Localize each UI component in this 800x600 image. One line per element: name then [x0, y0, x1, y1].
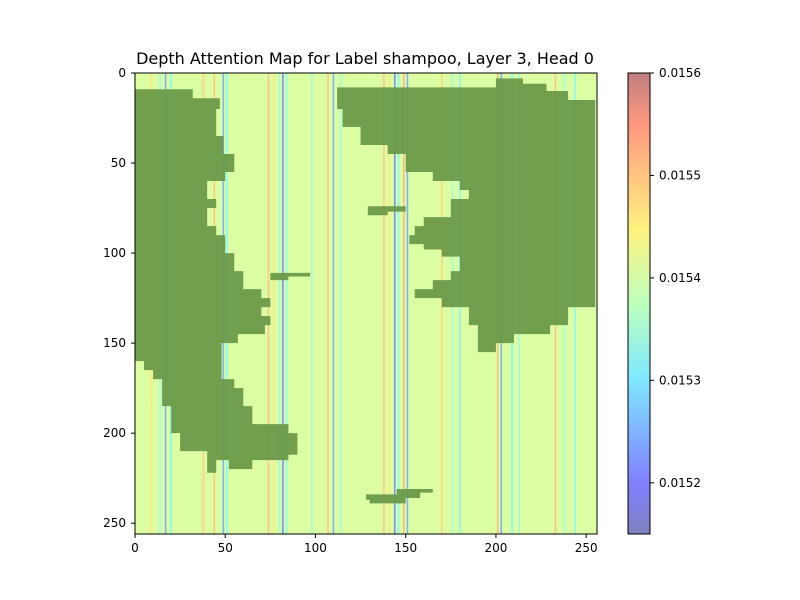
heatmap-column: [327, 73, 329, 534]
x-tick-label: 150: [394, 541, 417, 555]
x-tick-label: 50: [218, 541, 233, 555]
x-tick-label: 0: [131, 541, 139, 555]
heatmap-column: [273, 73, 275, 534]
x-axis: 0 50 100 150 200 250: [131, 534, 598, 555]
heatmap-column: [402, 73, 405, 534]
colorbar-ticks: 0.0152 0.0153 0.0154 0.0155 0.0156: [650, 66, 701, 490]
heatmap-column: [310, 73, 313, 534]
mask-region: [337, 78, 596, 353]
heatmap-column: [397, 73, 400, 534]
colorbar-tick-label: 0.0152: [659, 476, 701, 490]
heatmap-column: [383, 73, 385, 534]
mask-region: [135, 89, 298, 473]
heatmap-column: [332, 73, 335, 534]
chart-title: Depth Attention Map for Label shampoo, L…: [136, 49, 594, 68]
colorbar-frame: [627, 72, 651, 535]
y-tick-label: 200: [103, 426, 126, 440]
colorbar-tick-label: 0.0156: [659, 66, 701, 80]
heatmap-column: [440, 73, 443, 534]
colorbar-gradient: [628, 73, 650, 534]
colorbar: 0.0152 0.0153 0.0154 0.0155 0.0156: [627, 66, 701, 535]
mask-overlay-regions: [135, 78, 596, 504]
heatmap-column: [278, 73, 281, 534]
y-tick-label: 250: [103, 516, 126, 530]
heatmap-plot-area: [135, 73, 597, 534]
colorbar-tick-label: 0.0155: [659, 168, 701, 182]
y-tick-label: 0: [118, 66, 126, 80]
x-tick-label: 100: [304, 541, 327, 555]
heatmap-column: [339, 73, 342, 534]
mask-region: [367, 206, 406, 216]
y-tick-label: 150: [103, 336, 126, 350]
x-tick-label: 250: [575, 541, 598, 555]
colorbar-tick-label: 0.0153: [659, 373, 701, 387]
y-axis: 0 50 100 150 200 250: [103, 66, 135, 530]
heatmap-column: [388, 73, 391, 534]
heatmap-column: [393, 73, 396, 534]
y-tick-label: 100: [103, 246, 126, 260]
mask-region: [270, 272, 311, 281]
heatmap-column: [406, 73, 409, 534]
heatmap-column: [282, 73, 284, 534]
y-tick-label: 50: [111, 156, 126, 170]
mask-region: [366, 488, 433, 504]
heatmap-column: [285, 73, 288, 534]
x-tick-label: 200: [484, 541, 507, 555]
plot-frame: [134, 72, 598, 535]
colorbar-tick-label: 0.0154: [659, 271, 701, 285]
